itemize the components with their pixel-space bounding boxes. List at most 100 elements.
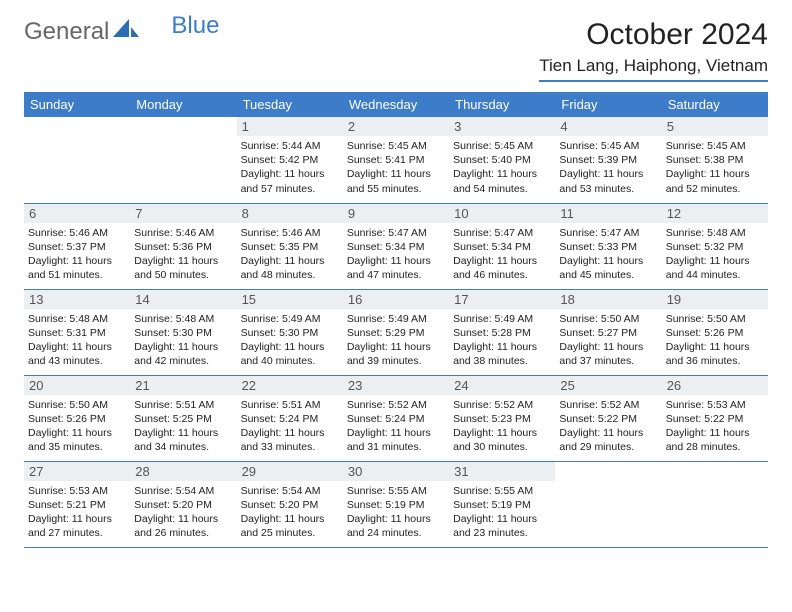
calendar-day-cell [24, 117, 130, 203]
day-info: Sunrise: 5:45 AMSunset: 5:38 PMDaylight:… [666, 139, 764, 196]
day-info: Sunrise: 5:46 AMSunset: 5:37 PMDaylight:… [28, 226, 126, 283]
day-info: Sunrise: 5:50 AMSunset: 5:26 PMDaylight:… [28, 398, 126, 455]
empty-day [555, 462, 661, 481]
day-number: 11 [555, 204, 661, 223]
day-number: 9 [343, 204, 449, 223]
day-number: 16 [343, 290, 449, 309]
calendar-day-cell: 19 Sunrise: 5:50 AMSunset: 5:26 PMDayligh… [662, 289, 768, 375]
day-info: Sunrise: 5:50 AMSunset: 5:26 PMDaylight:… [666, 312, 764, 369]
calendar-week-row: 6 Sunrise: 5:46 AMSunset: 5:37 PMDaylight… [24, 203, 768, 289]
calendar-day-cell: 16 Sunrise: 5:49 AMSunset: 5:29 PMDayligh… [343, 289, 449, 375]
day-number: 1 [237, 117, 343, 136]
empty-day [662, 462, 768, 481]
day-header: Wednesday [343, 92, 449, 117]
day-header: Saturday [662, 92, 768, 117]
day-number: 23 [343, 376, 449, 395]
day-number: 24 [449, 376, 555, 395]
calendar-day-cell: 18Sunrise: 5:50 AMSunset: 5:27 PMDayligh… [555, 289, 661, 375]
empty-day [130, 117, 236, 136]
day-info: Sunrise: 5:48 AMSunset: 5:31 PMDaylight:… [28, 312, 126, 369]
day-info: Sunrise: 5:45 AMSunset: 5:41 PMDaylight:… [347, 139, 445, 196]
calendar-week-row: 1 Sunrise: 5:44 AMSunset: 5:42 PMDaylight… [24, 117, 768, 203]
calendar-week-row: 20 Sunrise: 5:50 AMSunset: 5:26 PMDayligh… [24, 375, 768, 461]
day-info: Sunrise: 5:49 AMSunset: 5:28 PMDaylight:… [453, 312, 551, 369]
day-info: Sunrise: 5:46 AMSunset: 5:35 PMDaylight:… [241, 226, 339, 283]
day-number: 3 [449, 117, 555, 136]
day-number: 26 [662, 376, 768, 395]
day-info: Sunrise: 5:46 AMSunset: 5:36 PMDaylight:… [134, 226, 232, 283]
calendar-day-cell: 26Sunrise: 5:53 AMSunset: 5:22 PMDayligh… [662, 375, 768, 461]
day-number: 27 [24, 462, 130, 481]
day-number: 19 [662, 290, 768, 309]
day-number: 2 [343, 117, 449, 136]
calendar-day-cell: 25Sunrise: 5:52 AMSunset: 5:22 PMDayligh… [555, 375, 661, 461]
calendar-day-cell [662, 461, 768, 547]
day-info: Sunrise: 5:52 AMSunset: 5:24 PMDaylight:… [347, 398, 445, 455]
calendar-day-cell: 11Sunrise: 5:47 AMSunset: 5:33 PMDayligh… [555, 203, 661, 289]
day-header: Thursday [449, 92, 555, 117]
calendar-day-cell: 8 Sunrise: 5:46 AMSunset: 5:35 PMDaylight… [237, 203, 343, 289]
location-text: Tien Lang, Haiphong, Vietnam [539, 56, 768, 82]
day-number: 14 [130, 290, 236, 309]
calendar-day-cell: 12 Sunrise: 5:48 AMSunset: 5:32 PMDayligh… [662, 203, 768, 289]
day-info: Sunrise: 5:48 AMSunset: 5:32 PMDaylight:… [666, 226, 764, 283]
calendar-day-cell: 2 Sunrise: 5:45 AMSunset: 5:41 PMDaylight… [343, 117, 449, 203]
day-info: Sunrise: 5:55 AMSunset: 5:19 PMDaylight:… [453, 484, 551, 541]
day-number: 30 [343, 462, 449, 481]
calendar-day-cell: 29 Sunrise: 5:54 AMSunset: 5:20 PMDayligh… [237, 461, 343, 547]
calendar-day-cell: 31Sunrise: 5:55 AMSunset: 5:19 PMDayligh… [449, 461, 555, 547]
calendar-day-cell: 1 Sunrise: 5:44 AMSunset: 5:42 PMDaylight… [237, 117, 343, 203]
calendar-day-cell: 4 Sunrise: 5:45 AMSunset: 5:39 PMDaylight… [555, 117, 661, 203]
day-number: 8 [237, 204, 343, 223]
day-info: Sunrise: 5:53 AMSunset: 5:21 PMDaylight:… [28, 484, 126, 541]
day-number: 4 [555, 117, 661, 136]
calendar-day-cell: 28Sunrise: 5:54 AMSunset: 5:20 PMDayligh… [130, 461, 236, 547]
day-number: 18 [555, 290, 661, 309]
day-number: 7 [130, 204, 236, 223]
calendar-day-cell: 3Sunrise: 5:45 AMSunset: 5:40 PMDaylight… [449, 117, 555, 203]
calendar-day-cell: 14Sunrise: 5:48 AMSunset: 5:30 PMDayligh… [130, 289, 236, 375]
calendar-day-cell: 13 Sunrise: 5:48 AMSunset: 5:31 PMDayligh… [24, 289, 130, 375]
calendar-week-row: 13 Sunrise: 5:48 AMSunset: 5:31 PMDayligh… [24, 289, 768, 375]
day-info: Sunrise: 5:55 AMSunset: 5:19 PMDaylight:… [347, 484, 445, 541]
day-number: 22 [237, 376, 343, 395]
sail-icon [113, 18, 139, 46]
day-number: 15 [237, 290, 343, 309]
calendar-week-row: 27 Sunrise: 5:53 AMSunset: 5:21 PMDayligh… [24, 461, 768, 547]
month-title: October 2024 [539, 18, 768, 52]
day-number: 17 [449, 290, 555, 309]
day-number: 21 [130, 376, 236, 395]
calendar-day-cell: 6 Sunrise: 5:46 AMSunset: 5:37 PMDaylight… [24, 203, 130, 289]
calendar-day-cell: 30 Sunrise: 5:55 AMSunset: 5:19 PMDayligh… [343, 461, 449, 547]
calendar-day-cell: 23 Sunrise: 5:52 AMSunset: 5:24 PMDayligh… [343, 375, 449, 461]
day-info: Sunrise: 5:54 AMSunset: 5:20 PMDaylight:… [241, 484, 339, 541]
day-info: Sunrise: 5:49 AMSunset: 5:30 PMDaylight:… [241, 312, 339, 369]
calendar-day-cell: 15 Sunrise: 5:49 AMSunset: 5:30 PMDayligh… [237, 289, 343, 375]
day-number: 5 [662, 117, 768, 136]
day-info: Sunrise: 5:52 AMSunset: 5:23 PMDaylight:… [453, 398, 551, 455]
day-info: Sunrise: 5:47 AMSunset: 5:34 PMDaylight:… [453, 226, 551, 283]
day-number: 13 [24, 290, 130, 309]
day-number: 29 [237, 462, 343, 481]
day-info: Sunrise: 5:49 AMSunset: 5:29 PMDaylight:… [347, 312, 445, 369]
calendar-day-cell: 22Sunrise: 5:51 AMSunset: 5:24 PMDayligh… [237, 375, 343, 461]
title-block: October 2024 Tien Lang, Haiphong, Vietna… [539, 18, 768, 82]
calendar-table: SundayMondayTuesdayWednesdayThursdayFrid… [24, 92, 768, 548]
brand-part1: General [24, 18, 109, 46]
day-info: Sunrise: 5:51 AMSunset: 5:25 PMDaylight:… [134, 398, 232, 455]
day-number: 10 [449, 204, 555, 223]
day-number: 20 [24, 376, 130, 395]
calendar-day-cell [130, 117, 236, 203]
calendar-day-cell: 9Sunrise: 5:47 AMSunset: 5:34 PMDaylight… [343, 203, 449, 289]
day-number: 28 [130, 462, 236, 481]
brand-part2: Blue [171, 12, 219, 40]
day-info: Sunrise: 5:44 AMSunset: 5:42 PMDaylight:… [241, 139, 339, 196]
header: General Blue October 2024 Tien Lang, Hai… [24, 18, 768, 82]
day-header: Friday [555, 92, 661, 117]
empty-day [24, 117, 130, 136]
day-number: 12 [662, 204, 768, 223]
day-number: 6 [24, 204, 130, 223]
calendar-day-cell: 10 Sunrise: 5:47 AMSunset: 5:34 PMDayligh… [449, 203, 555, 289]
day-info: Sunrise: 5:45 AMSunset: 5:39 PMDaylight:… [559, 139, 657, 196]
day-header: Tuesday [237, 92, 343, 117]
